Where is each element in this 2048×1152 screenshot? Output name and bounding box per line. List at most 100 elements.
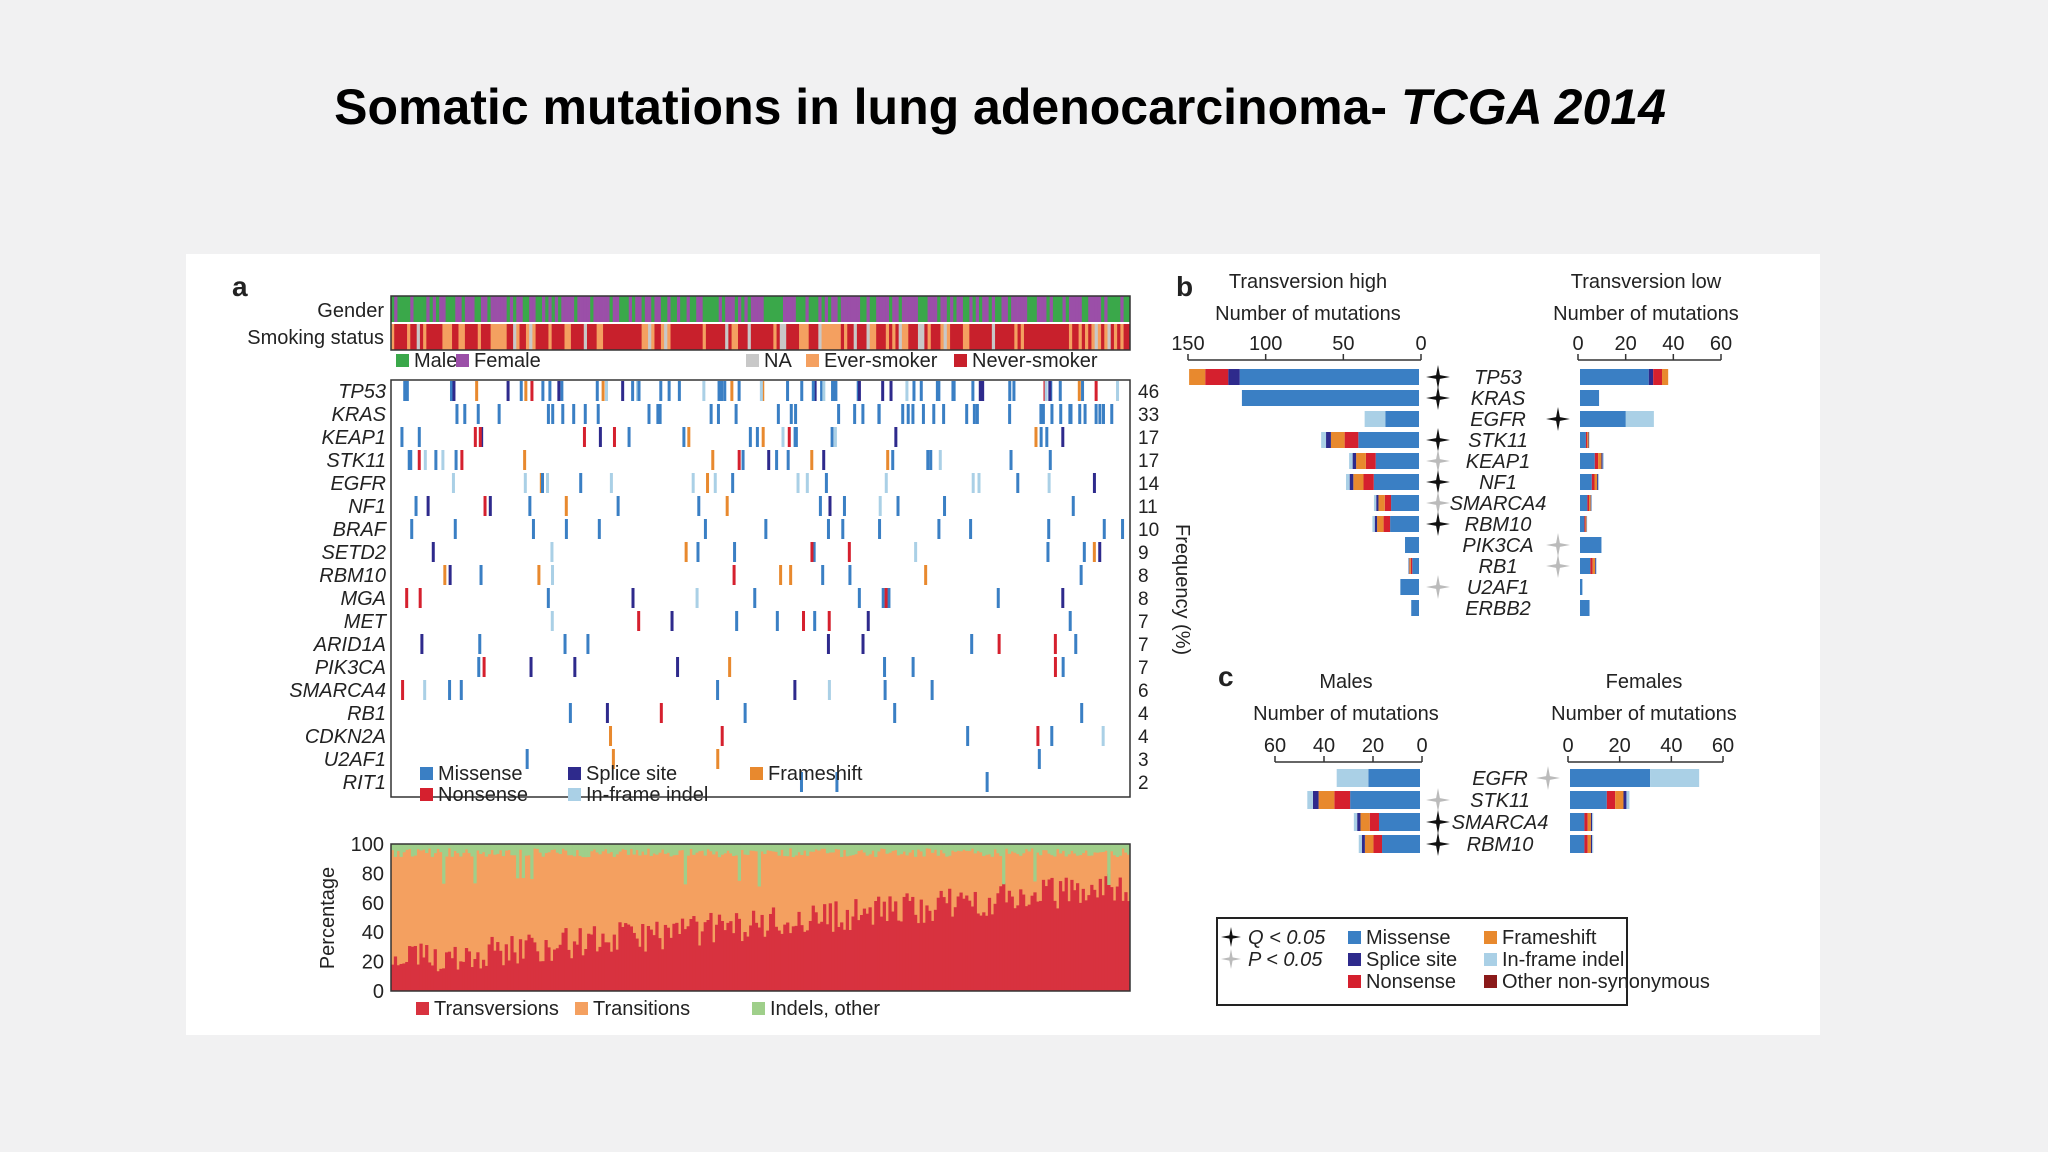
gender-cell — [834, 296, 839, 322]
gender-cell — [850, 296, 855, 322]
mutation-mark — [546, 588, 550, 608]
mutation-mark — [826, 634, 830, 654]
transversion-bar — [547, 947, 551, 991]
indel-bar — [570, 844, 574, 856]
indel-bar — [769, 844, 773, 851]
gender-cell — [860, 296, 864, 322]
indel-bar — [862, 844, 867, 853]
transversion-bar — [658, 938, 662, 991]
transversion-bar — [885, 921, 889, 991]
transversion-bar — [575, 944, 579, 991]
gender-cell — [940, 296, 945, 322]
panel-c-right-bar — [1587, 813, 1591, 831]
gender-cell — [853, 296, 858, 322]
panel-c-right-bar — [1626, 791, 1630, 809]
gender-cell — [818, 296, 822, 322]
transversion-bar — [641, 924, 645, 991]
mutation-mark — [818, 496, 822, 516]
indel-bar — [922, 844, 926, 857]
transversion-bar — [902, 896, 906, 991]
smoking-cell — [995, 324, 999, 350]
gender-cell — [413, 296, 418, 322]
mutation-mark — [997, 634, 1001, 654]
panel-b-left-axis-tick-label: 0 — [1415, 333, 1426, 355]
panel-c-right-bar — [1606, 791, 1616, 809]
transversion-bar — [692, 916, 696, 991]
transversion-bar — [803, 931, 807, 991]
panel-b-right-bar — [1580, 369, 1649, 385]
indel-bar — [749, 844, 753, 851]
mutation-mark — [609, 473, 613, 493]
transversion-bar — [615, 949, 619, 991]
gender-cell — [651, 296, 655, 322]
mutation-mark — [830, 427, 834, 447]
mutation-mark — [621, 381, 625, 401]
transversion-bar — [1030, 895, 1034, 991]
mutation-mark — [720, 726, 724, 746]
smoking-cell — [484, 324, 488, 350]
transversion-bar — [450, 958, 454, 991]
smoking-cell — [542, 324, 546, 350]
panel-c-right-bar — [1584, 813, 1588, 831]
gene-label-matrix: TP53 — [338, 381, 386, 403]
indel-bar — [553, 844, 557, 850]
transversion-bar — [683, 929, 687, 991]
legend-swatch — [1484, 953, 1497, 966]
significance-star — [1426, 512, 1450, 536]
indel-bar — [788, 844, 793, 849]
transversion-bar — [842, 929, 847, 991]
frequency-value: 4 — [1138, 727, 1149, 748]
transversion-bar — [771, 907, 776, 991]
gender-cell — [1123, 296, 1128, 322]
indel-bar — [493, 844, 497, 855]
mutation-mark — [597, 519, 601, 539]
smoking-cell — [1065, 324, 1070, 350]
mutation-mark — [730, 381, 734, 401]
transversion-bar — [473, 959, 477, 991]
mutation-mark — [883, 657, 887, 677]
transversion-bar — [635, 938, 639, 991]
panel-b-left-bar — [1345, 474, 1350, 490]
indel-bar — [581, 844, 585, 858]
indel-bar — [1061, 844, 1066, 851]
smoking-cell — [738, 324, 742, 350]
gender-cell — [892, 296, 896, 322]
gender-cell — [953, 296, 957, 322]
gender-cell — [934, 296, 938, 322]
smoking-cell — [898, 324, 903, 350]
mutation-mark — [966, 726, 970, 746]
gender-cell — [397, 296, 402, 322]
transversion-bar — [1047, 879, 1051, 991]
mutation-mark — [1077, 381, 1081, 401]
gender-cell — [635, 296, 639, 322]
gender-cell — [837, 296, 842, 322]
gene-label-matrix: U2AF1 — [324, 749, 386, 771]
mutation-mark — [459, 680, 463, 700]
indel-bar — [936, 844, 940, 856]
gender-cell — [484, 296, 488, 322]
mutation-mark — [611, 749, 615, 769]
mutation-mark — [659, 703, 663, 723]
indel-bar — [405, 844, 409, 850]
frequency-value: 33 — [1138, 405, 1159, 426]
panel-b-right-bar — [1580, 537, 1602, 553]
gender-cell — [561, 296, 565, 322]
mutation-mark — [598, 427, 602, 447]
smoking-cell — [811, 324, 816, 350]
transversion-bar — [626, 924, 631, 991]
indel-bar — [598, 844, 602, 855]
gender-cell — [648, 296, 652, 322]
mutation-mark — [911, 404, 915, 424]
transversion-bar — [544, 940, 548, 991]
indel-bar — [479, 844, 483, 854]
transversion-bar — [393, 956, 398, 991]
transversion-bar — [774, 926, 778, 991]
smoking-cell — [464, 324, 469, 350]
gender-cell — [1033, 296, 1038, 322]
indel-bar — [868, 844, 872, 855]
smoking-cell — [599, 324, 604, 350]
significance-star — [1546, 533, 1570, 557]
indel-bar — [723, 844, 727, 854]
mutation-mark — [1110, 404, 1114, 424]
significance-star — [1546, 554, 1570, 578]
